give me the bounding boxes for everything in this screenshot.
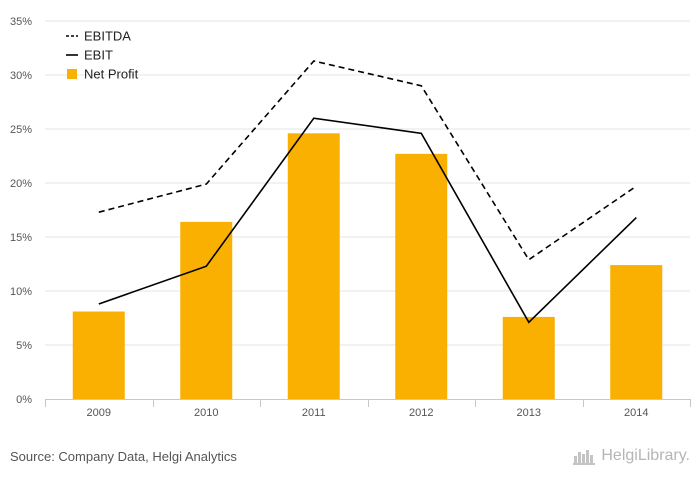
legend-swatch-net-profit bbox=[67, 69, 77, 79]
brand-logo: HelgiLibrary. bbox=[573, 447, 690, 465]
bar-net-profit bbox=[180, 221, 233, 399]
helgi-library-icon bbox=[573, 450, 596, 465]
y-tick-label: 5% bbox=[16, 340, 32, 352]
x-tick-label: 2009 bbox=[87, 407, 111, 419]
x-tick-label: 2011 bbox=[302, 407, 326, 419]
bar-net-profit bbox=[395, 153, 448, 399]
y-tick-label: 0% bbox=[16, 394, 32, 406]
y-tick-label: 10% bbox=[10, 286, 32, 298]
bar-net-profit bbox=[610, 265, 663, 399]
x-tick-label: 2010 bbox=[194, 407, 218, 419]
legend: EBITDA EBIT Net Profit bbox=[66, 29, 139, 82]
net-profit-bars bbox=[72, 133, 663, 399]
line-ebit bbox=[98, 117, 637, 324]
x-tick-label: 2012 bbox=[409, 407, 433, 419]
y-tick-label: 30% bbox=[10, 70, 32, 82]
y-tick-label: 35% bbox=[10, 16, 32, 28]
line-ebitda bbox=[98, 60, 637, 261]
grid-lines bbox=[45, 20, 690, 346]
chart: 0%5%10%15%20%25%30%35% 2009 2010 2011 2012 2… bbox=[10, 16, 691, 419]
x-axis: 2009 2010 2011 2012 2013 2014 bbox=[45, 399, 691, 419]
legend-label-ebitda: EBITDA bbox=[84, 29, 131, 44]
y-tick-label: 20% bbox=[10, 178, 32, 190]
x-tick-label: 2013 bbox=[517, 407, 541, 419]
x-tick-label: 2014 bbox=[624, 407, 648, 419]
y-tick-label: 15% bbox=[10, 232, 32, 244]
y-axis-ticks: 0% 5% 10% 15% 20% 25% 30% 35% bbox=[10, 16, 32, 406]
brand-name: HelgiLibrary. bbox=[601, 447, 690, 464]
bar-net-profit bbox=[502, 316, 555, 399]
source-note: Source: Company Data, Helgi Analytics bbox=[10, 449, 237, 464]
y-tick-label: 25% bbox=[10, 124, 32, 136]
legend-label-net-profit: Net Profit bbox=[84, 67, 139, 82]
bar-net-profit bbox=[72, 311, 125, 399]
line-series bbox=[98, 60, 637, 324]
legend-label-ebit: EBIT bbox=[84, 48, 113, 63]
bar-net-profit bbox=[287, 133, 340, 399]
